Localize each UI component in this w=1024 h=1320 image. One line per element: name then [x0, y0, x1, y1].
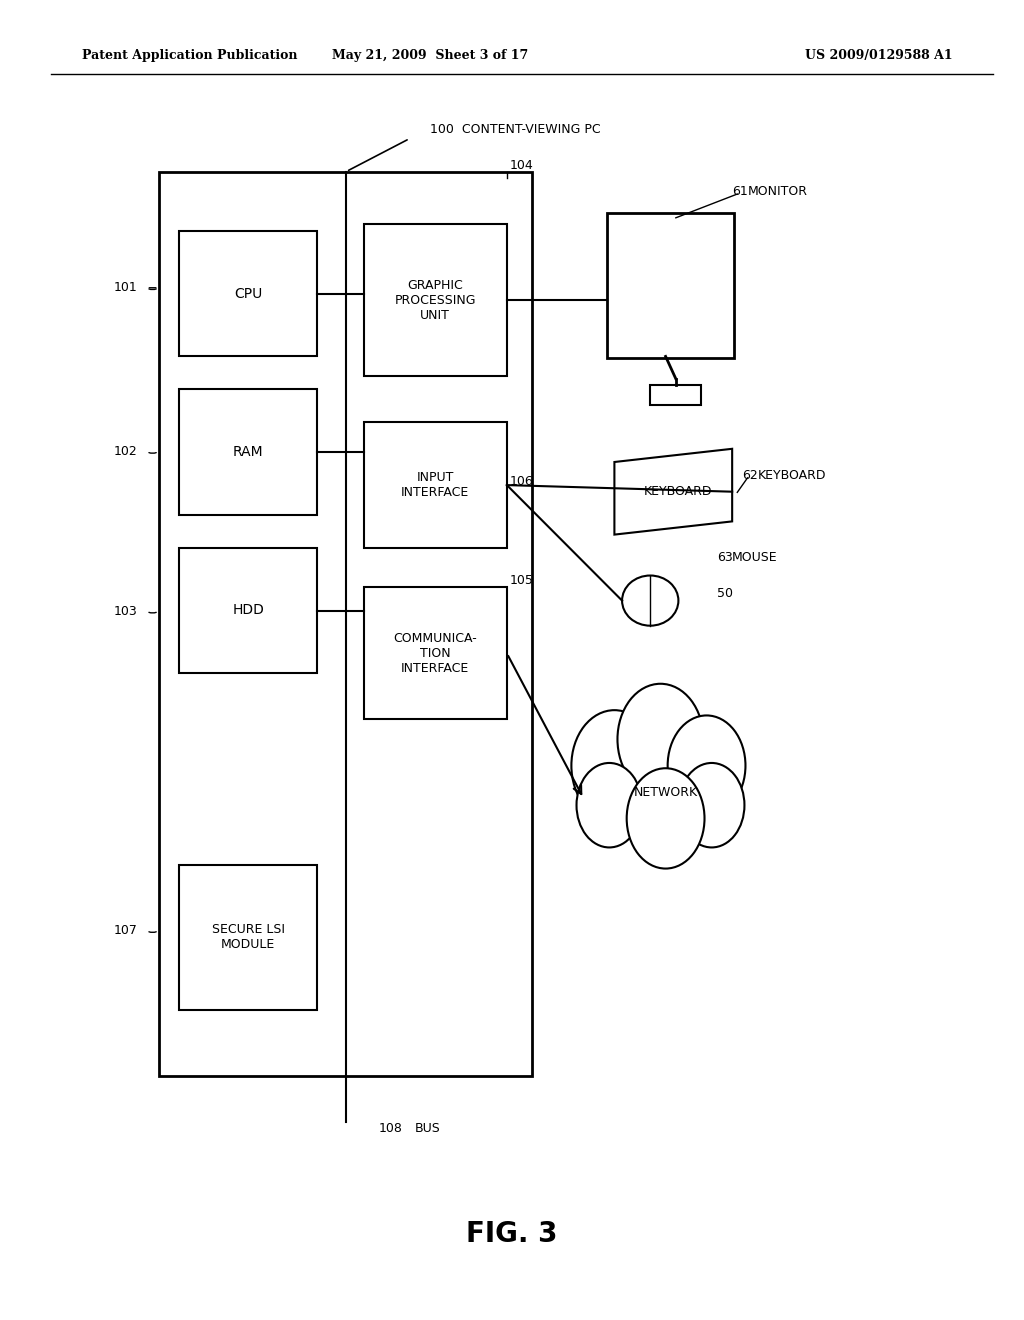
Polygon shape	[584, 759, 748, 818]
Polygon shape	[614, 449, 732, 535]
Text: 62: 62	[742, 469, 758, 482]
Text: 107: 107	[114, 924, 137, 937]
Text: 50: 50	[717, 587, 733, 601]
Circle shape	[668, 715, 745, 816]
Circle shape	[571, 710, 657, 821]
FancyBboxPatch shape	[364, 587, 507, 719]
Text: 105: 105	[510, 574, 534, 587]
Text: May 21, 2009  Sheet 3 of 17: May 21, 2009 Sheet 3 of 17	[332, 49, 528, 62]
Text: 63: 63	[717, 550, 732, 564]
Text: US 2009/0129588 A1: US 2009/0129588 A1	[805, 49, 952, 62]
Text: KEYBOARD: KEYBOARD	[644, 486, 713, 498]
Text: MONITOR: MONITOR	[748, 185, 808, 198]
Text: 104: 104	[510, 158, 534, 172]
FancyBboxPatch shape	[364, 224, 507, 376]
Text: MOUSE: MOUSE	[732, 550, 778, 564]
Text: RAM: RAM	[233, 445, 263, 459]
Text: GRAPHIC
PROCESSING
UNIT: GRAPHIC PROCESSING UNIT	[394, 279, 476, 322]
Text: NETWORK: NETWORK	[634, 785, 697, 799]
Text: KEYBOARD: KEYBOARD	[758, 469, 826, 482]
Polygon shape	[625, 244, 717, 343]
Text: 61: 61	[732, 185, 748, 198]
Ellipse shape	[622, 576, 678, 626]
FancyBboxPatch shape	[607, 213, 734, 358]
FancyBboxPatch shape	[364, 422, 507, 548]
Text: INPUT
INTERFACE: INPUT INTERFACE	[401, 471, 469, 499]
Text: BUS: BUS	[415, 1122, 440, 1135]
Polygon shape	[625, 244, 717, 343]
FancyBboxPatch shape	[611, 218, 730, 356]
FancyBboxPatch shape	[620, 238, 722, 350]
FancyBboxPatch shape	[179, 231, 317, 356]
FancyBboxPatch shape	[650, 385, 701, 405]
Text: 101: 101	[114, 281, 137, 294]
Text: 106: 106	[510, 475, 534, 488]
Text: 102: 102	[114, 445, 137, 458]
Text: SECURE LSI
MODULE: SECURE LSI MODULE	[212, 923, 285, 952]
FancyBboxPatch shape	[179, 548, 317, 673]
Text: CPU: CPU	[234, 286, 262, 301]
Circle shape	[577, 763, 642, 847]
Text: 103: 103	[114, 605, 137, 618]
Text: 108: 108	[379, 1122, 402, 1135]
Circle shape	[679, 763, 744, 847]
FancyBboxPatch shape	[179, 865, 317, 1010]
Text: FIG. 3: FIG. 3	[466, 1220, 558, 1249]
Text: HDD: HDD	[232, 603, 264, 618]
Text: COMMUNICA-
TION
INTERFACE: COMMUNICA- TION INTERFACE	[393, 632, 477, 675]
Circle shape	[627, 768, 705, 869]
FancyBboxPatch shape	[159, 172, 532, 1076]
Circle shape	[617, 684, 703, 795]
Text: Patent Application Publication: Patent Application Publication	[82, 49, 297, 62]
FancyBboxPatch shape	[179, 389, 317, 515]
Text: 100  CONTENT-VIEWING PC: 100 CONTENT-VIEWING PC	[430, 123, 601, 136]
